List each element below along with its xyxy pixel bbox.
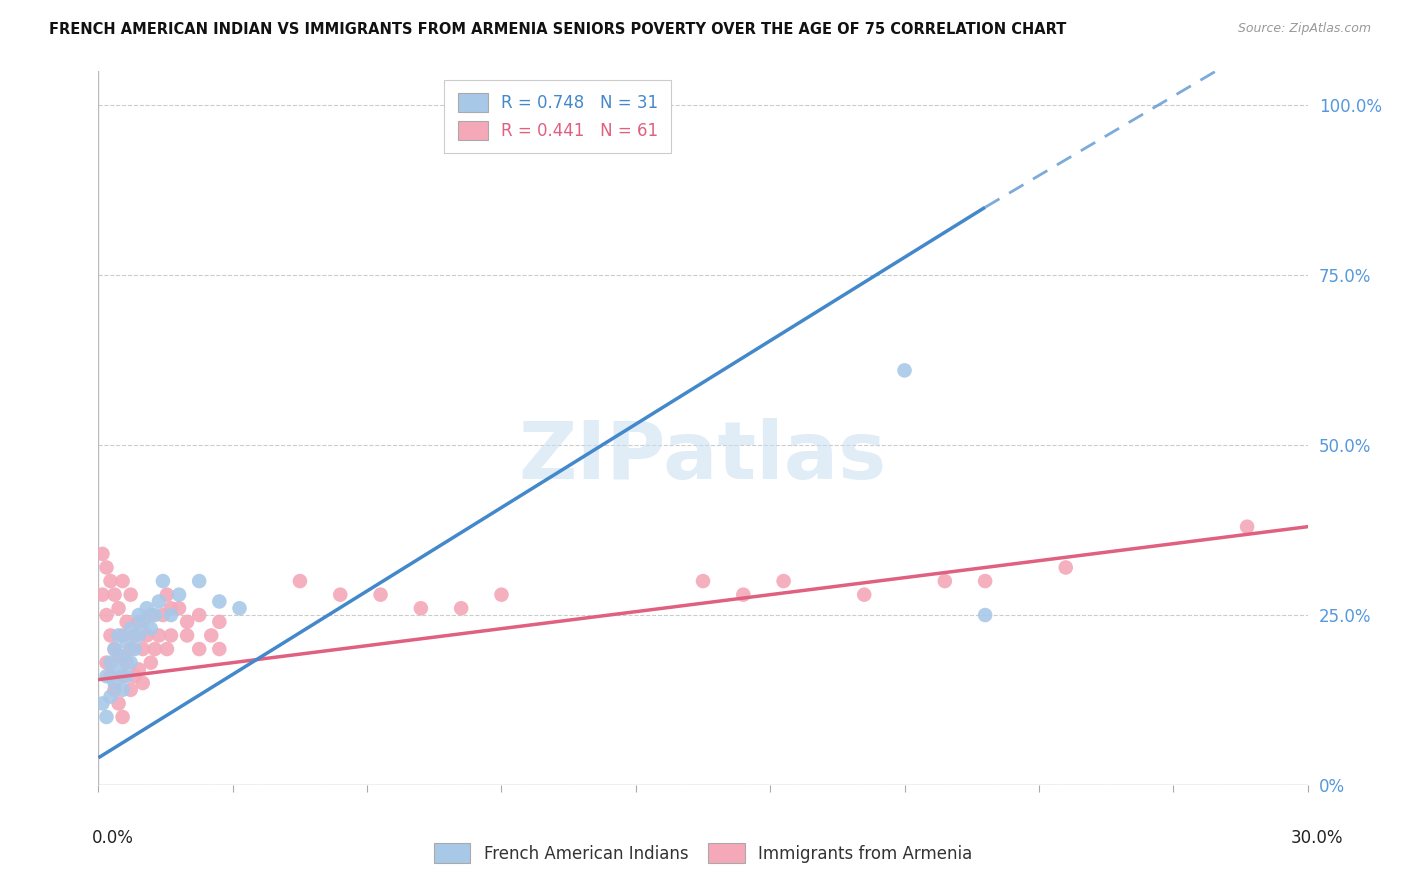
Point	[124, 642, 146, 657]
Point	[128, 662, 150, 676]
Point	[409, 601, 432, 615]
Point	[111, 682, 134, 697]
Point	[974, 608, 997, 623]
Point	[491, 588, 513, 602]
Point	[329, 588, 352, 602]
Point	[135, 628, 157, 642]
Point	[160, 601, 183, 615]
Point	[91, 588, 114, 602]
Point	[188, 642, 211, 657]
Point	[200, 628, 222, 642]
Point	[1236, 519, 1258, 533]
Point	[1054, 560, 1077, 574]
Point	[156, 588, 179, 602]
Point	[128, 628, 150, 642]
Point	[96, 656, 118, 670]
Point	[111, 648, 134, 663]
Point	[120, 682, 142, 697]
Point	[103, 676, 125, 690]
Point	[128, 608, 150, 623]
Point	[120, 588, 142, 602]
Point	[853, 588, 876, 602]
Point	[103, 642, 125, 657]
Legend: French American Indians, Immigrants from Armenia: French American Indians, Immigrants from…	[427, 837, 979, 870]
Point	[103, 682, 125, 697]
Point	[100, 690, 122, 704]
Point	[115, 669, 138, 683]
Point	[115, 656, 138, 670]
Point	[124, 669, 146, 683]
Point	[148, 628, 170, 642]
Point	[176, 615, 198, 629]
Point	[733, 588, 755, 602]
Text: FRENCH AMERICAN INDIAN VS IMMIGRANTS FROM ARMENIA SENIORS POVERTY OVER THE AGE O: FRENCH AMERICAN INDIAN VS IMMIGRANTS FRO…	[49, 22, 1067, 37]
Point	[107, 662, 129, 676]
Point	[132, 615, 155, 629]
Point	[772, 574, 794, 588]
Point	[100, 628, 122, 642]
Point	[139, 656, 162, 670]
Point	[111, 710, 134, 724]
Point	[143, 608, 166, 623]
Point	[132, 676, 155, 690]
Point	[124, 628, 146, 642]
Point	[115, 615, 138, 629]
Point	[228, 601, 250, 615]
Text: ZIPatlas: ZIPatlas	[519, 417, 887, 496]
Point	[100, 574, 122, 588]
Point	[120, 622, 142, 636]
Point	[132, 642, 155, 657]
Point	[143, 642, 166, 657]
Point	[167, 588, 190, 602]
Point	[107, 697, 129, 711]
Point	[103, 642, 125, 657]
Point	[208, 642, 231, 657]
Point	[91, 697, 114, 711]
Text: Source: ZipAtlas.com: Source: ZipAtlas.com	[1237, 22, 1371, 36]
Point	[450, 601, 472, 615]
Point	[974, 574, 997, 588]
Point	[167, 601, 190, 615]
Point	[120, 642, 142, 657]
Point	[188, 608, 211, 623]
Point	[135, 601, 157, 615]
Point	[100, 669, 122, 683]
Text: 30.0%: 30.0%	[1291, 830, 1343, 847]
Point	[107, 628, 129, 642]
Point	[156, 642, 179, 657]
Point	[111, 669, 134, 683]
Point	[111, 574, 134, 588]
Point	[188, 574, 211, 588]
Point	[111, 628, 134, 642]
Point	[120, 656, 142, 670]
Point	[893, 363, 915, 377]
Point	[107, 648, 129, 663]
Point	[91, 547, 114, 561]
Point	[152, 608, 174, 623]
Point	[288, 574, 311, 588]
Point	[96, 608, 118, 623]
Point	[208, 615, 231, 629]
Point	[128, 615, 150, 629]
Point	[934, 574, 956, 588]
Point	[208, 594, 231, 608]
Point	[160, 628, 183, 642]
Point	[692, 574, 714, 588]
Point	[115, 635, 138, 649]
Point	[139, 622, 162, 636]
Text: 0.0%: 0.0%	[91, 830, 134, 847]
Point	[176, 628, 198, 642]
Point	[152, 574, 174, 588]
Point	[96, 710, 118, 724]
Point	[160, 608, 183, 623]
Point	[107, 601, 129, 615]
Point	[96, 669, 118, 683]
Point	[139, 608, 162, 623]
Point	[148, 594, 170, 608]
Point	[370, 588, 392, 602]
Point	[100, 656, 122, 670]
Point	[96, 560, 118, 574]
Point	[103, 588, 125, 602]
